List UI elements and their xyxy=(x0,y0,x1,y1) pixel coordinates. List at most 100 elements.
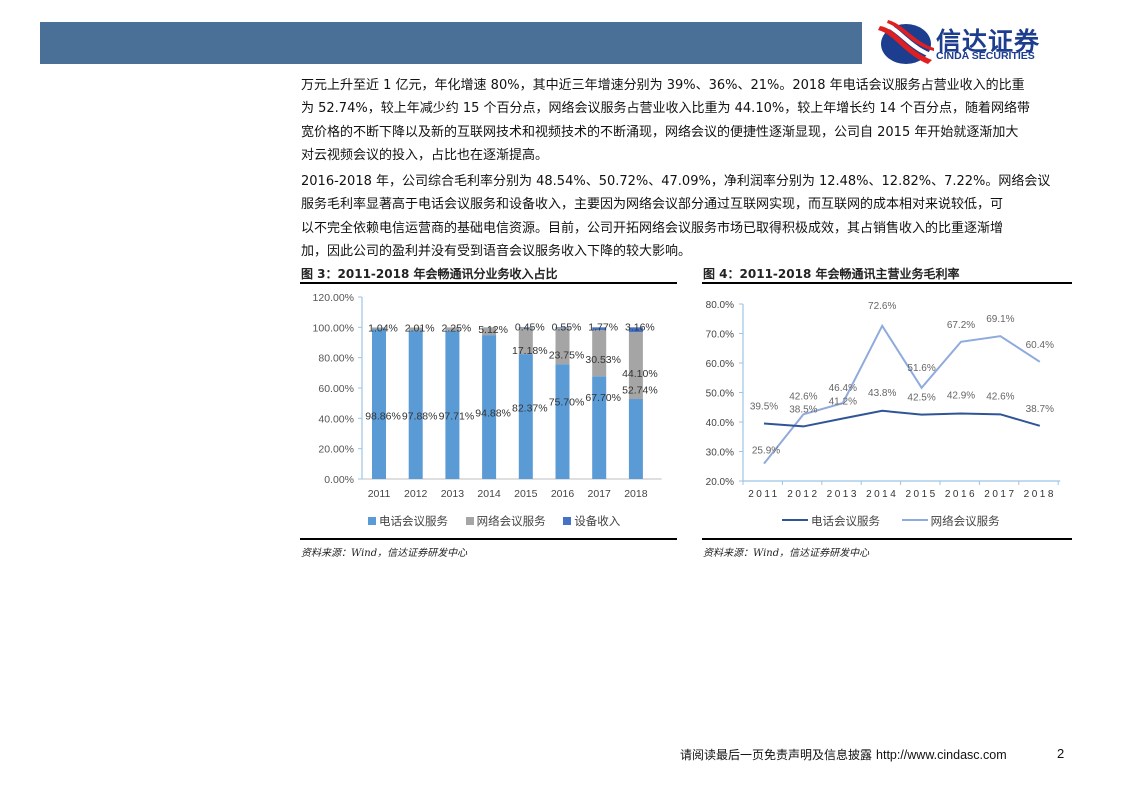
bar-segment xyxy=(628,327,643,333)
brand-name-en: CINDA SECURITIES xyxy=(936,50,1035,62)
data-label: 42.6% xyxy=(789,391,817,402)
y-tick-label: 30.0% xyxy=(706,448,734,459)
legend-swatch xyxy=(563,517,572,525)
y-tick-label: 50.0% xyxy=(706,389,734,400)
x-tick-label: 2015 xyxy=(905,489,937,500)
figure4-legend: 电话会议服务 网络会议服务 xyxy=(782,513,1014,529)
x-tick-label: 2013 xyxy=(827,489,859,500)
legend-line-swatch xyxy=(782,519,808,521)
data-label: 25.9% xyxy=(752,446,780,457)
text-line: 以不完全依赖电信运营商的基础电信资源。目前，公司开拓网络会议服务市场已取得积极成… xyxy=(301,220,1004,236)
data-label: 97.71% xyxy=(439,410,475,422)
y-tick-label: 20.00% xyxy=(318,444,354,456)
y-tick-label: 120.00% xyxy=(313,292,354,304)
cinda-emblem-icon xyxy=(878,20,934,64)
data-label: 42.6% xyxy=(986,391,1014,402)
legend-item-network: 网络会议服务 xyxy=(465,513,546,529)
data-label: 44.10% xyxy=(622,368,658,380)
x-tick-label: 2011 xyxy=(748,489,780,500)
text-line: 为 52.74%，较上年减少约 15 个百分点，网络会议服务占营业收入比重为 4… xyxy=(301,101,1031,117)
x-tick-label: 2014 xyxy=(477,488,501,500)
paragraph-revenue: 万元上升至近 1 亿元，年化增速 80%，其中近三年增速分别为 39%、36%、… xyxy=(301,74,1066,167)
figure3-legend: 电话会议服务 网络会议服务 设备收入 xyxy=(368,513,634,529)
bar-segment xyxy=(592,376,607,479)
bar-segment xyxy=(592,330,607,377)
legend-item-phone: 电话会议服务 xyxy=(368,513,448,529)
bar-segment xyxy=(445,327,460,331)
data-label: 0.55% xyxy=(552,322,582,334)
x-tick-label: 2012 xyxy=(404,488,428,500)
bar-segment xyxy=(445,330,460,479)
bar-segment xyxy=(555,328,570,365)
text-line: 对云视频会议的投入，占比也在逐渐提高。 xyxy=(301,147,549,163)
legend-swatch xyxy=(465,517,474,525)
bar-segment xyxy=(408,327,423,331)
data-label: 67.2% xyxy=(947,320,975,331)
data-label: 75.70% xyxy=(549,397,585,409)
website-link[interactable]: http://www.cindasc.com xyxy=(876,748,1007,762)
x-tick-label: 2011 xyxy=(368,488,391,500)
cinda-logo: 信达证券 CINDA SECURITIES xyxy=(878,20,1078,66)
x-tick-label: 2015 xyxy=(514,488,538,500)
figure3-bottom-rule xyxy=(300,538,677,540)
data-label: 1.04% xyxy=(368,322,398,334)
bar-segment xyxy=(482,327,497,336)
x-tick-label: 2013 xyxy=(441,488,465,500)
data-label: 38.5% xyxy=(789,404,817,415)
bar-segment xyxy=(555,364,570,479)
line-series xyxy=(763,323,1041,465)
data-label: 51.6% xyxy=(907,363,935,374)
bar-segment xyxy=(628,399,643,479)
data-label: 38.7% xyxy=(1026,404,1054,415)
bar-segment xyxy=(372,327,386,330)
data-label: 5.12% xyxy=(478,324,508,336)
bar-segment xyxy=(518,354,533,479)
data-label: 2.01% xyxy=(405,322,435,334)
data-label: 42.5% xyxy=(907,393,935,404)
data-label: 69.1% xyxy=(986,314,1014,325)
y-tick-label: 40.00% xyxy=(318,413,354,425)
data-label: 94.88% xyxy=(475,407,511,419)
bar-segment xyxy=(518,328,533,355)
text-line: 服务毛利率显著高于电话会议服务和设备收入，主要因为网络会议部分通过互联网实现，而… xyxy=(301,197,1004,213)
figure4-line-chart: 20.0% 30.0% 40.0% 50.0% 60.0% 70.0% 80.0% 2011 2… xyxy=(706,300,1061,500)
data-label: 3.16% xyxy=(625,322,655,334)
legend-line-swatch xyxy=(901,519,928,521)
bar-segment xyxy=(482,335,497,479)
y-tick-label: 80.00% xyxy=(318,353,354,365)
bar-segment xyxy=(372,329,386,479)
legend-swatch xyxy=(368,517,376,525)
data-label: 2.25% xyxy=(442,322,472,334)
brand-name-cn: 信达证券 xyxy=(936,27,1041,56)
x-tick-label: 2018 xyxy=(1024,489,1056,500)
bar-segment xyxy=(592,327,607,331)
y-tick-label: 70.0% xyxy=(706,330,734,341)
data-label: 82.37% xyxy=(512,403,548,415)
bar-segment xyxy=(555,327,570,329)
figure4-title: 图 4：2011-2018 年会畅通讯主营业务毛利率 xyxy=(703,267,960,281)
legend-item-device: 设备收入 xyxy=(563,513,620,529)
data-label: 0.45% xyxy=(515,322,545,334)
data-label: 98.86% xyxy=(365,410,401,422)
data-label: 39.5% xyxy=(750,401,778,412)
legend-item-phone: 电话会议服务 xyxy=(782,513,880,529)
text-line: 2016-2018 年，公司综合毛利率分别为 48.54%、50.72%、47.… xyxy=(301,174,1051,189)
figure3-stacked-bar-chart: 0.00% 20.00% 40.00% 60.00% 80.00% 100.00% 120.… xyxy=(313,292,662,500)
y-tick-label: 0.00% xyxy=(324,474,354,486)
figure3-top-rule xyxy=(300,282,677,284)
y-tick-label: 80.0% xyxy=(706,300,734,311)
y-tick-label: 20.0% xyxy=(706,477,734,488)
data-label: 30.53% xyxy=(585,354,621,366)
text-line: 万元上升至近 1 亿元，年化增速 80%，其中近三年增速分别为 39%、36%、… xyxy=(301,78,1025,93)
legend-item-network: 网络会议服务 xyxy=(901,513,1000,529)
data-label: 42.9% xyxy=(947,390,975,401)
line-series xyxy=(763,409,1041,428)
x-tick-label: 2016 xyxy=(945,489,977,500)
header-bar xyxy=(40,22,862,64)
y-tick-label: 100.00% xyxy=(313,322,354,334)
x-tick-label: 2012 xyxy=(787,489,819,500)
data-label: 41.2% xyxy=(829,396,857,407)
bar-segment xyxy=(408,330,423,479)
x-tick-label: 2014 xyxy=(866,489,898,500)
data-label: 97.88% xyxy=(402,410,438,422)
